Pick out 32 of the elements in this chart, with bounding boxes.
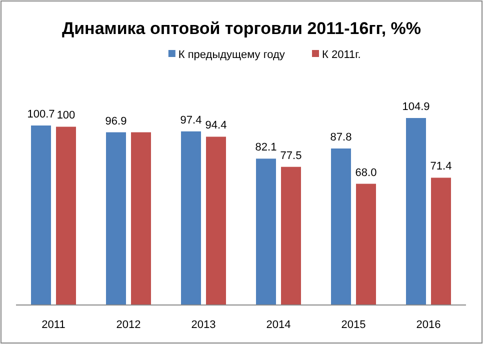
x-tick-label: 2015 bbox=[341, 319, 366, 331]
bar bbox=[56, 126, 76, 305]
data-label: 87.8 bbox=[330, 131, 352, 144]
data-label: 94.4 bbox=[205, 120, 227, 132]
bar bbox=[206, 136, 226, 305]
x-tick-label: 2011 bbox=[42, 319, 66, 331]
legend-label: К предыдущему году bbox=[178, 49, 286, 61]
x-tick-label: 2012 bbox=[116, 319, 141, 331]
bar bbox=[106, 132, 126, 305]
x-tick-label: 2014 bbox=[266, 319, 291, 331]
bar bbox=[181, 131, 201, 305]
bar bbox=[131, 132, 151, 305]
data-label: 71.4 bbox=[430, 160, 452, 173]
bar bbox=[281, 166, 301, 305]
bar bbox=[406, 118, 426, 305]
data-label: 96.9 bbox=[105, 115, 127, 128]
bar bbox=[256, 158, 276, 305]
bar bbox=[331, 148, 351, 305]
legend-label: К 2011г. bbox=[322, 49, 361, 61]
bar bbox=[31, 125, 51, 305]
x-tick-label: 2016 bbox=[416, 319, 441, 331]
data-label: 97.4 bbox=[180, 114, 202, 126]
data-label: 104.9 bbox=[402, 101, 430, 114]
chart-title: Динамика оптовой торговли 2011-16гг, %% bbox=[62, 19, 422, 38]
data-label: 77.5 bbox=[280, 150, 302, 162]
x-tick-label: 2013 bbox=[191, 319, 216, 331]
data-label: 100.7 bbox=[27, 108, 55, 120]
data-label: 68.0 bbox=[355, 166, 377, 179]
data-label: 100 bbox=[56, 110, 76, 122]
bar bbox=[431, 178, 451, 305]
data-label: 82.1 bbox=[255, 142, 277, 154]
bar bbox=[356, 184, 376, 305]
